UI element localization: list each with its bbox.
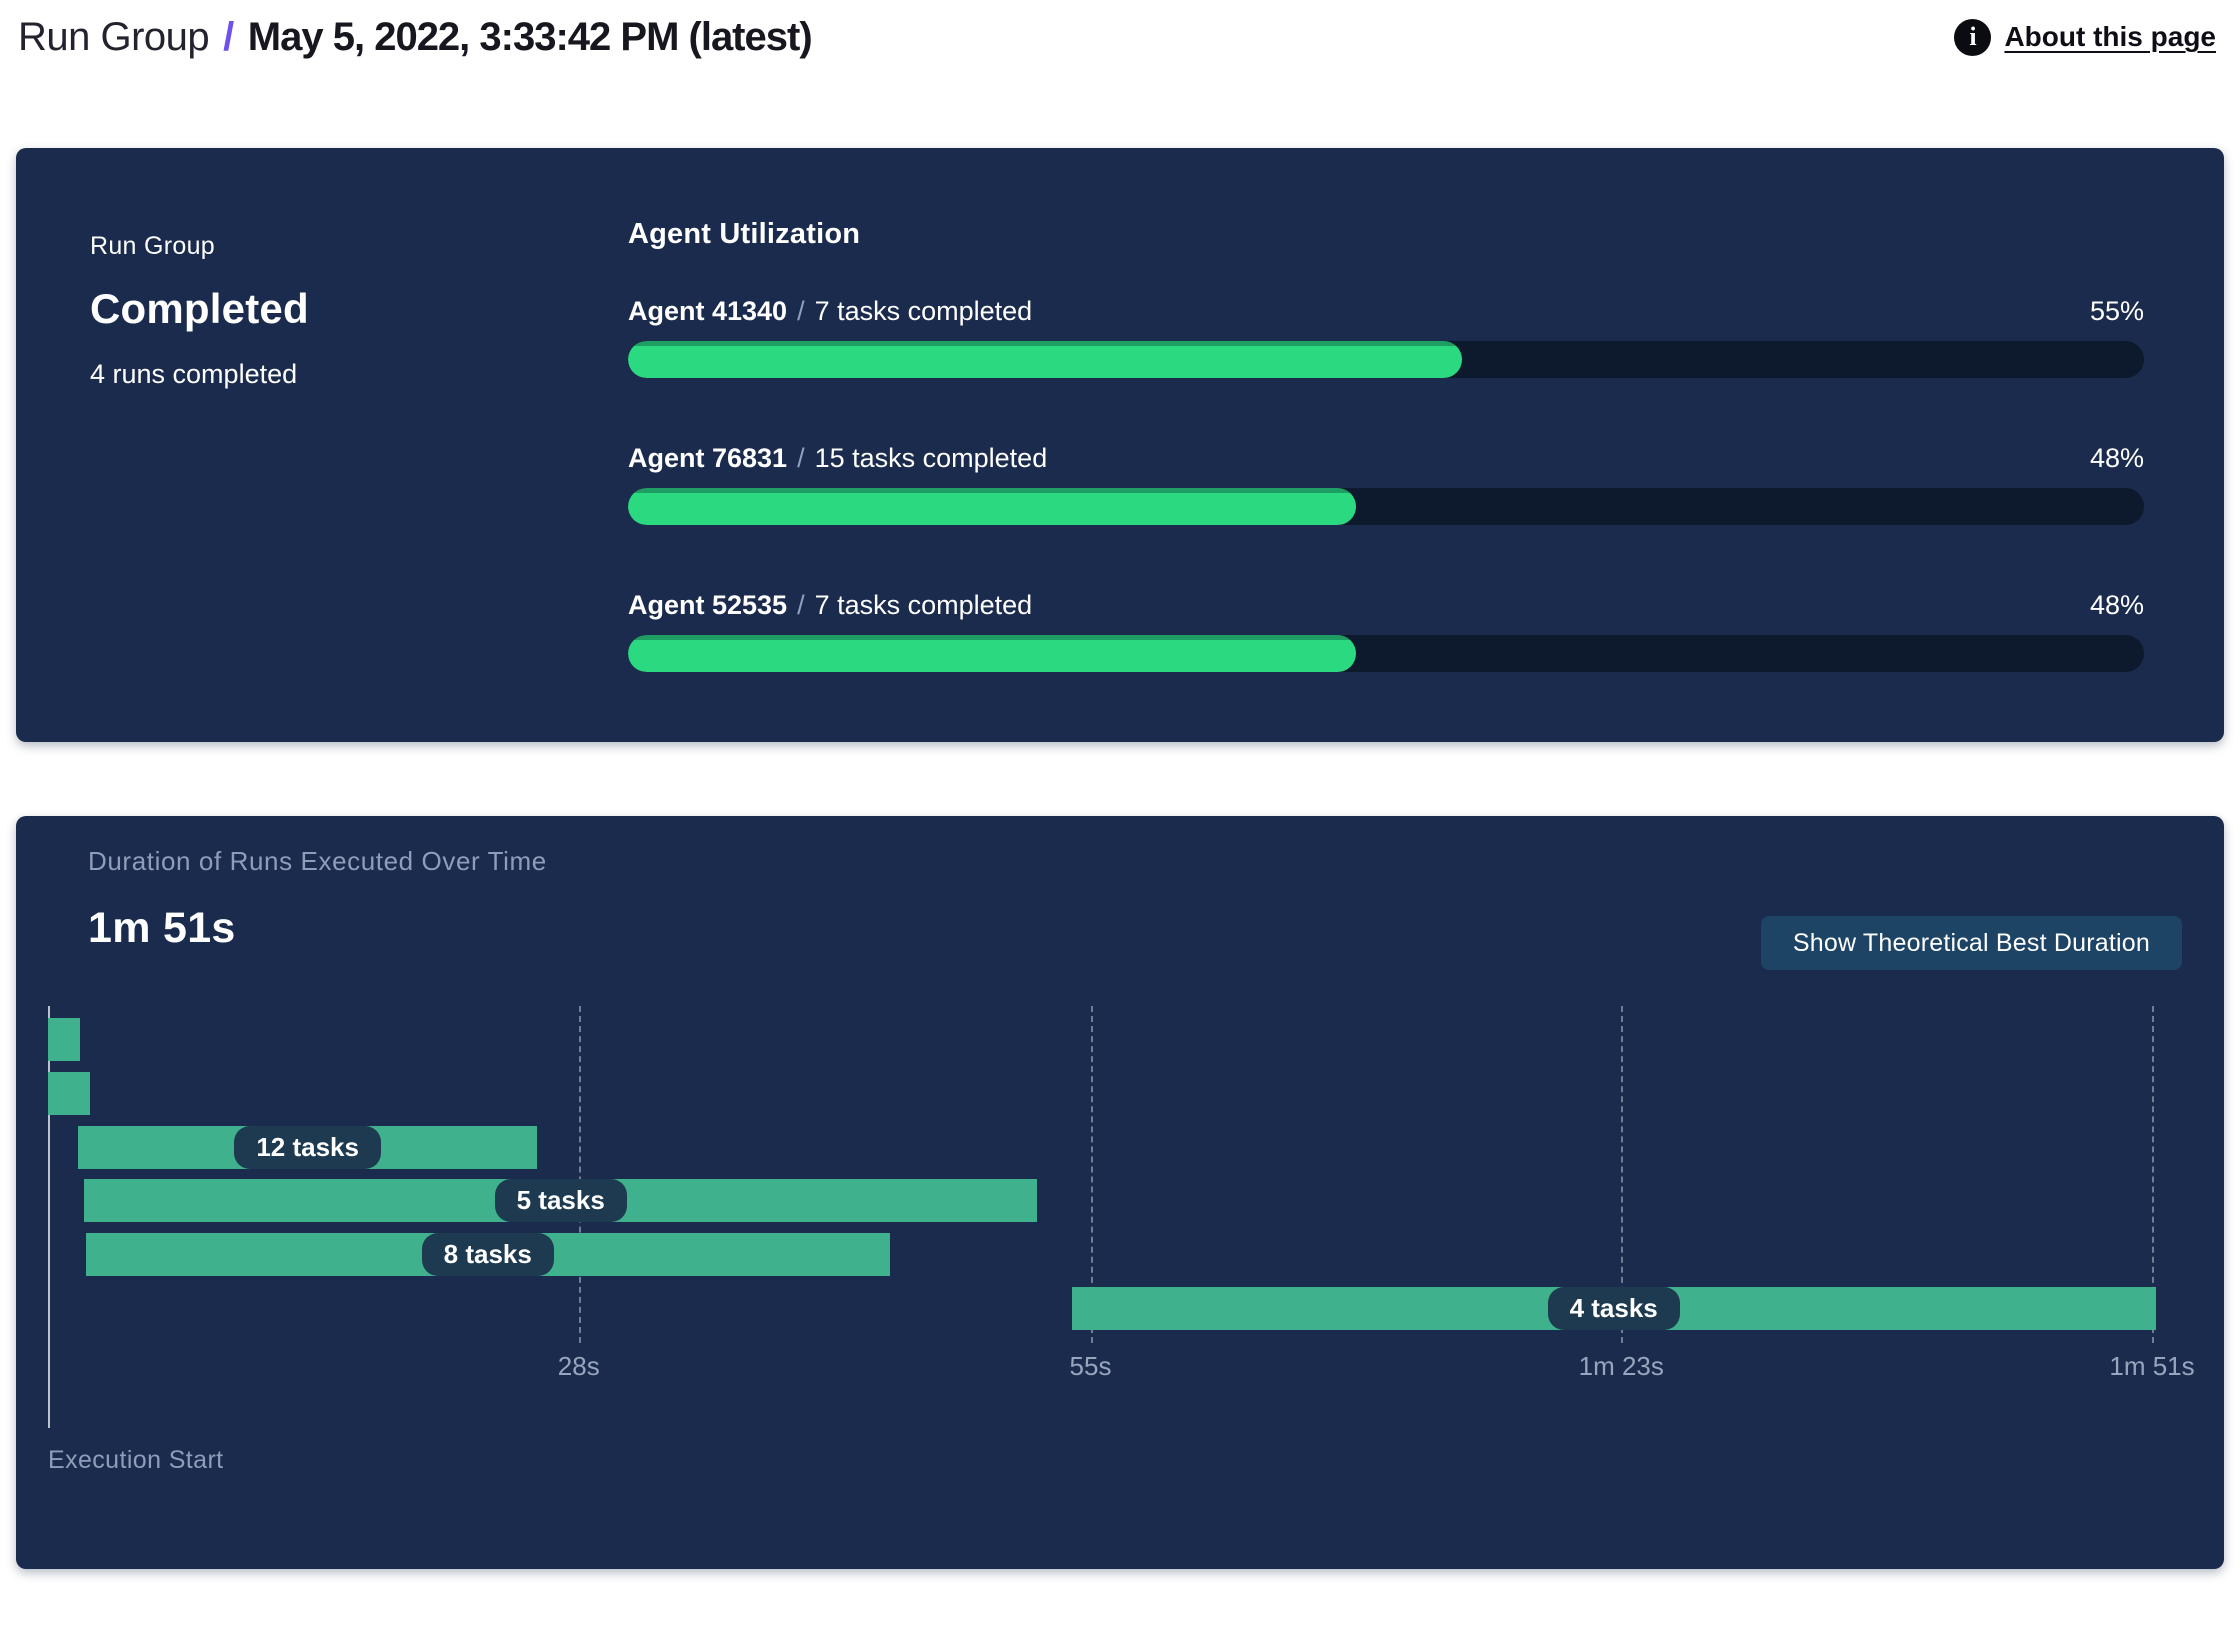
gantt-chart: 28s 55s 1m 23s 1m 51s 12 tasks 5 tasks 8 tasks… <box>48 1006 2195 1428</box>
page-header: Run Group / May 5, 2022, 3:33:42 PM (lat… <box>0 0 2240 62</box>
agent-progress-fill <box>628 488 1356 525</box>
task-count-pill: 4 tasks <box>1547 1287 1680 1330</box>
x-axis-tick-label: 28s <box>557 1351 600 1381</box>
agent-row: Agent 41340 / 7 tasks completed 55% <box>628 295 2144 378</box>
agent-progress-track <box>628 341 2144 378</box>
agent-utilization-percent: 48% <box>2089 590 2144 620</box>
execution-start-axis-line <box>48 1006 50 1428</box>
total-duration-value: 1m 51s <box>88 904 236 952</box>
agent-tasks-completed: 15 tasks completed <box>814 443 1048 473</box>
gantt-bar[interactable]: 8 tasks <box>85 1233 890 1276</box>
gantt-bar[interactable]: 12 tasks <box>78 1126 538 1169</box>
gridline <box>1090 1006 1093 1343</box>
breadcrumb-separator: / <box>223 14 234 59</box>
info-icon[interactable]: i <box>1954 18 1992 56</box>
gantt-bar[interactable]: 4 tasks <box>1071 1287 2156 1330</box>
x-axis-tick-label: 55s <box>1069 1351 1112 1381</box>
agent-name: Agent 41340 <box>628 296 788 326</box>
execution-start-label: Execution Start <box>48 1446 224 1474</box>
page-title: May 5, 2022, 3:33:42 PM (latest) <box>247 14 813 59</box>
runs-completed-count: 4 runs completed <box>90 359 298 389</box>
agent-utilization-percent: 55% <box>2089 296 2144 326</box>
task-count-pill: 8 tasks <box>421 1233 554 1276</box>
agent-progress-fill <box>628 341 1462 378</box>
x-axis-tick-label: 1m 51s <box>2109 1351 2195 1381</box>
agent-name: Agent 76831 <box>628 443 788 473</box>
agent-utilization-percent: 48% <box>2089 443 2144 473</box>
about-this-page-link[interactable]: About this page <box>2004 21 2216 52</box>
gantt-bar[interactable] <box>48 1018 81 1061</box>
agent-row: Agent 76831 / 15 tasks completed 48% <box>628 442 2144 525</box>
agent-separator: / <box>797 590 805 620</box>
x-axis-tick-label: 1m 23s <box>1578 1351 1664 1381</box>
agent-tasks-completed: 7 tasks completed <box>814 590 1033 620</box>
agent-utilization-heading: Agent Utilization <box>628 218 861 250</box>
run-group-status: Completed <box>90 285 309 332</box>
gantt-bar[interactable] <box>48 1072 90 1115</box>
agent-name: Agent 52535 <box>628 590 788 620</box>
gantt-bar[interactable]: 5 tasks <box>84 1179 1038 1222</box>
run-group-label: Run Group <box>90 232 215 260</box>
run-group-status-block: Run Group Completed 4 runs completed <box>90 218 628 742</box>
agent-tasks-completed: 7 tasks completed <box>814 296 1033 326</box>
agent-separator: / <box>797 443 805 473</box>
breadcrumb-run-group[interactable]: Run Group <box>18 14 210 59</box>
agent-row: Agent 52535 / 7 tasks completed 48% <box>628 589 2144 672</box>
agent-progress-fill <box>628 635 1356 672</box>
about-this-page[interactable]: i About this page <box>1954 18 2216 56</box>
agent-progress-track <box>628 635 2144 672</box>
breadcrumb: Run Group / May 5, 2022, 3:33:42 PM (lat… <box>18 14 813 60</box>
gridline <box>2152 1006 2154 1343</box>
duration-panel: Duration of Runs Executed Over Time 1m 5… <box>16 816 2224 1569</box>
show-theoretical-best-duration-button[interactable]: Show Theoretical Best Duration <box>1760 916 2182 970</box>
agent-progress-track <box>628 488 2144 525</box>
duration-chart-title: Duration of Runs Executed Over Time <box>88 846 547 876</box>
task-count-pill: 5 tasks <box>494 1179 627 1222</box>
agent-utilization-section: Agent Utilization Agent 41340 / 7 tasks … <box>628 218 2144 742</box>
gridline <box>1621 1006 1624 1343</box>
gridline <box>578 1006 581 1343</box>
task-count-pill: 12 tasks <box>234 1126 381 1169</box>
agent-separator: / <box>797 296 805 326</box>
run-group-summary-panel: Run Group Completed 4 runs completed Age… <box>16 148 2224 742</box>
